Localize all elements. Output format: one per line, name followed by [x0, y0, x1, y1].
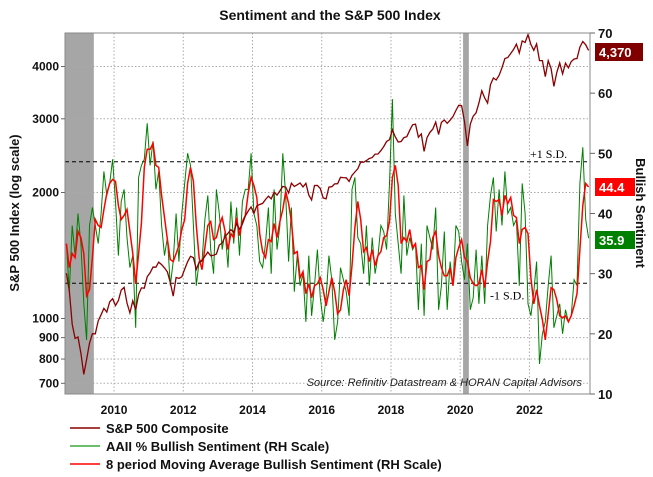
x-tick-label: 2016 — [308, 403, 335, 417]
x-tick-label: 2010 — [101, 403, 128, 417]
badge-ma-last-bg — [595, 178, 635, 196]
chart-title: Sentiment and the S&P 500 Index — [219, 7, 441, 23]
badge-bullish-last-bg — [595, 231, 635, 249]
recession-band — [463, 33, 469, 394]
recession-band — [65, 33, 94, 394]
x-tick-label: 2022 — [516, 403, 543, 417]
last-value-badges: 4,370 44.4 35.9 — [595, 43, 643, 249]
right-tick-label: 50 — [598, 146, 612, 161]
right-tick-label: 60 — [598, 86, 612, 101]
std-dev-lines: +1 S.D. -1 S.D. — [65, 147, 590, 302]
legend: S&P 500 Composite AAII % Bullish Sentime… — [70, 421, 442, 472]
series-bullish-sentiment — [65, 99, 590, 364]
sd-label: -1 S.D. — [490, 288, 524, 302]
badge-bullish-last: 35.9 — [599, 233, 624, 248]
badge-ma-last: 44.4 — [599, 180, 625, 195]
source-note: Source: Refinitiv Datastream & HORAN Cap… — [307, 377, 583, 389]
left-tick-label: 2000 — [32, 185, 59, 199]
right-tick-label: 70 — [598, 26, 612, 41]
x-tick-label: 2020 — [447, 403, 474, 417]
left-axis-ticks: 700 800 900 1000 2000 3000 4000 — [32, 60, 65, 390]
left-tick-label: 900 — [39, 331, 59, 345]
legend-label-bullish: AAII % Bullish Sentiment (RH Scale) — [106, 439, 329, 454]
legend-label-sp500: S&P 500 Composite — [106, 421, 229, 436]
series-moving-average — [65, 140, 590, 341]
left-tick-label: 1000 — [32, 311, 59, 325]
x-tick-label: 2012 — [170, 403, 197, 417]
right-tick-label: 30 — [598, 267, 612, 282]
right-axis-ticks: 10 20 30 40 50 60 70 — [590, 26, 612, 402]
badge-sp500-last: 4,370 — [599, 45, 632, 60]
left-tick-label: 800 — [39, 352, 59, 366]
right-tick-label: 20 — [598, 327, 612, 342]
right-axis-label: Bullish Sentiment — [633, 158, 648, 268]
x-tick-label: 2018 — [378, 403, 405, 417]
x-axis-ticks: 2010 2012 2014 2016 2018 2020 2022 — [101, 403, 543, 417]
right-tick-label: 10 — [598, 387, 612, 402]
left-axis-label: S&P 500 Index (log scale) — [7, 134, 22, 291]
right-tick-label: 40 — [598, 207, 612, 222]
x-tick-label: 2014 — [239, 403, 266, 417]
series-lines — [65, 32, 590, 375]
left-tick-label: 700 — [39, 376, 59, 390]
badge-sp500-last-bg — [595, 43, 643, 61]
legend-label-ma: 8 period Moving Average Bullish Sentimen… — [106, 457, 442, 472]
recession-shading — [65, 33, 469, 394]
sd-label: +1 S.D. — [530, 147, 567, 161]
series-sp500 — [65, 32, 590, 375]
left-tick-label: 3000 — [32, 112, 59, 126]
left-tick-label: 4000 — [32, 60, 59, 74]
